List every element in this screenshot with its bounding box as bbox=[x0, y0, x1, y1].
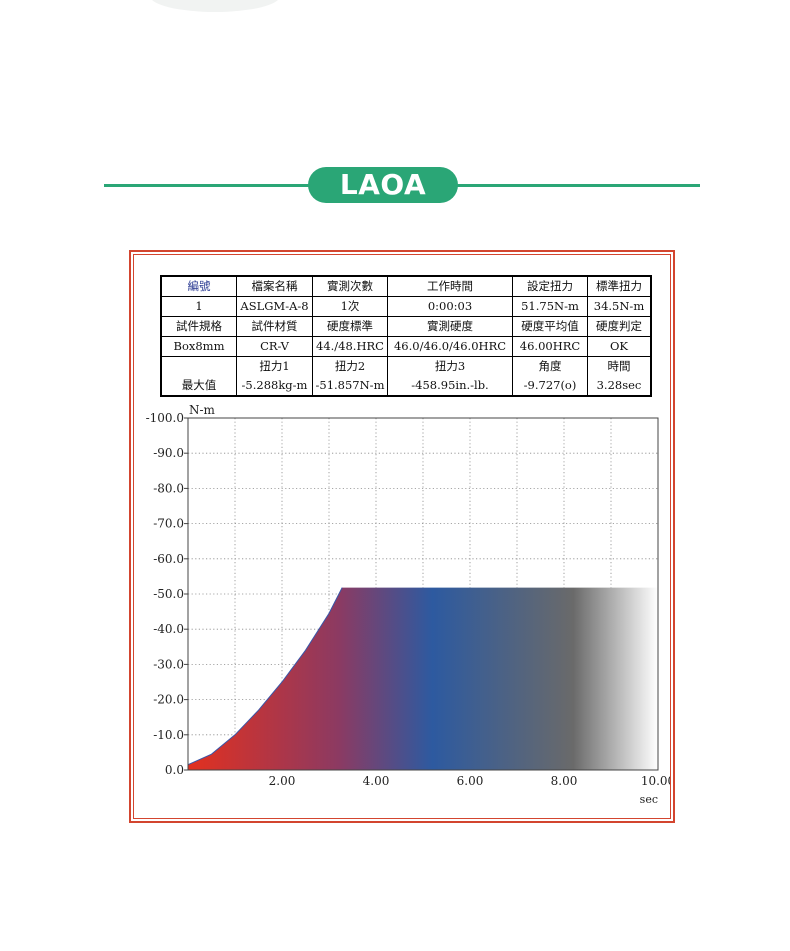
y-tick-label: -50.0 bbox=[153, 587, 184, 601]
y-tick-label: -10.0 bbox=[153, 728, 184, 742]
y-tick-label: -70.0 bbox=[153, 517, 184, 531]
max-torque3: 扭力3 -458.95in.-lb. bbox=[387, 356, 513, 397]
y-tick-label: -30.0 bbox=[153, 657, 184, 671]
info-header-row-2: 試件規格 試件材質 硬度標準 實測硬度 硬度平均值 硬度判定 bbox=[160, 316, 652, 337]
report-frame-outer bbox=[129, 250, 675, 823]
y-tick-label: -90.0 bbox=[153, 446, 184, 460]
header-id: 編號 bbox=[160, 275, 237, 297]
value-hardness-judge: OK bbox=[587, 336, 652, 357]
max-torque1: 扭力1 -5.288kg-m bbox=[236, 356, 313, 397]
header-hardness-judge: 硬度判定 bbox=[587, 316, 652, 337]
value-spec: Box8mm bbox=[160, 336, 237, 357]
report-frame-inner bbox=[133, 254, 671, 819]
max-label-text: 最大值 bbox=[181, 378, 217, 392]
info-value-row-2: Box8mm CR-V 44./48.HRC 46.0/46.0/46.0HRC… bbox=[160, 336, 652, 357]
value-id: 1 bbox=[160, 296, 237, 317]
y-tick-label: -40.0 bbox=[153, 622, 184, 636]
max-angle-header: 角度 bbox=[538, 359, 562, 373]
info-max-row: 最大值 扭力1 -5.288kg-m 扭力2 -51.857N-m 扭力3 -458.… bbox=[160, 356, 652, 397]
value-material: CR-V bbox=[236, 336, 313, 357]
value-set-torque: 51.75N-m bbox=[512, 296, 588, 317]
max-torque2-value: -51.857N-m bbox=[315, 378, 385, 392]
max-time-header: 時間 bbox=[607, 359, 631, 373]
y-tick-label: 0.0 bbox=[165, 763, 184, 777]
value-hardness-std: 44./48.HRC bbox=[312, 336, 388, 357]
header-test-count: 實測次數 bbox=[312, 275, 388, 297]
torque-curve-line bbox=[187, 587, 343, 766]
x-tick-label: 10.00 bbox=[641, 774, 670, 788]
x-axis-label: sec bbox=[640, 793, 658, 806]
max-torque2: 扭力2 -51.857N-m bbox=[312, 356, 388, 397]
max-torque3-header: 扭力3 bbox=[434, 359, 466, 373]
x-tick-label: 8.00 bbox=[551, 774, 578, 788]
max-time: 時間 3.28sec bbox=[587, 356, 652, 397]
info-header-row-1: 編號 檔案名稱 實測次數 工作時間 設定扭力 標準扭力 bbox=[160, 275, 652, 297]
y-tick-label: -100.0 bbox=[146, 411, 184, 425]
info-value-row-1: 1 ASLGM-A-8 1次 0:00:03 51.75N-m 34.5N-m bbox=[160, 296, 652, 317]
header-std-torque: 標準扭力 bbox=[587, 275, 652, 297]
header-hardness-avg: 硬度平均值 bbox=[512, 316, 588, 337]
max-angle-value: -9.727(o) bbox=[523, 378, 577, 392]
max-torque1-header: 扭力1 bbox=[259, 359, 290, 373]
max-torque3-value: -458.95in.-lb. bbox=[411, 378, 489, 392]
x-tick-label: 6.00 bbox=[457, 774, 484, 788]
y-axis-label: N-m bbox=[189, 403, 216, 417]
header-hardness-std: 硬度標準 bbox=[312, 316, 388, 337]
brand-logo: LAOA bbox=[308, 167, 458, 203]
x-tick-label: 2.00 bbox=[269, 774, 296, 788]
torque-chart: 0.0 -10.0 -20.0 -30.0 -40.0 -50.0 -60.0 -70.0 -8… bbox=[146, 403, 670, 806]
value-test-count: 1次 bbox=[312, 296, 388, 317]
max-angle: 角度 -9.727(o) bbox=[512, 356, 588, 397]
header-set-torque: 設定扭力 bbox=[512, 275, 588, 297]
y-tick-label: -20.0 bbox=[153, 693, 184, 707]
x-tick-label: 4.00 bbox=[363, 774, 390, 788]
header-file-name: 檔案名稱 bbox=[236, 275, 313, 297]
value-hardness-avg: 46.00HRC bbox=[512, 336, 588, 357]
y-tick-label: -60.0 bbox=[153, 552, 184, 566]
value-file-name: ASLGM-A-8 bbox=[236, 296, 313, 317]
decorative-blob bbox=[150, 0, 280, 12]
max-label: 最大值 bbox=[160, 356, 237, 397]
value-work-time: 0:00:03 bbox=[387, 296, 513, 317]
header-material: 試件材質 bbox=[236, 316, 313, 337]
test-info-table: 編號 檔案名稱 實測次數 工作時間 設定扭力 標準扭力 1 ASLGM-A-8 … bbox=[160, 275, 652, 397]
max-time-value: 3.28sec bbox=[596, 378, 642, 392]
header-spec: 試件規格 bbox=[160, 316, 237, 337]
max-torque2-header: 扭力2 bbox=[334, 359, 366, 373]
value-std-torque: 34.5N-m bbox=[587, 296, 652, 317]
max-torque1-value: -5.288kg-m bbox=[241, 378, 308, 392]
header-measured-hardness: 實測硬度 bbox=[387, 316, 513, 337]
y-tick-label: -80.0 bbox=[153, 481, 184, 495]
value-measured-hardness: 46.0/46.0/46.0HRC bbox=[387, 336, 513, 357]
header-work-time: 工作時間 bbox=[387, 275, 513, 297]
torque-area bbox=[188, 587, 658, 770]
